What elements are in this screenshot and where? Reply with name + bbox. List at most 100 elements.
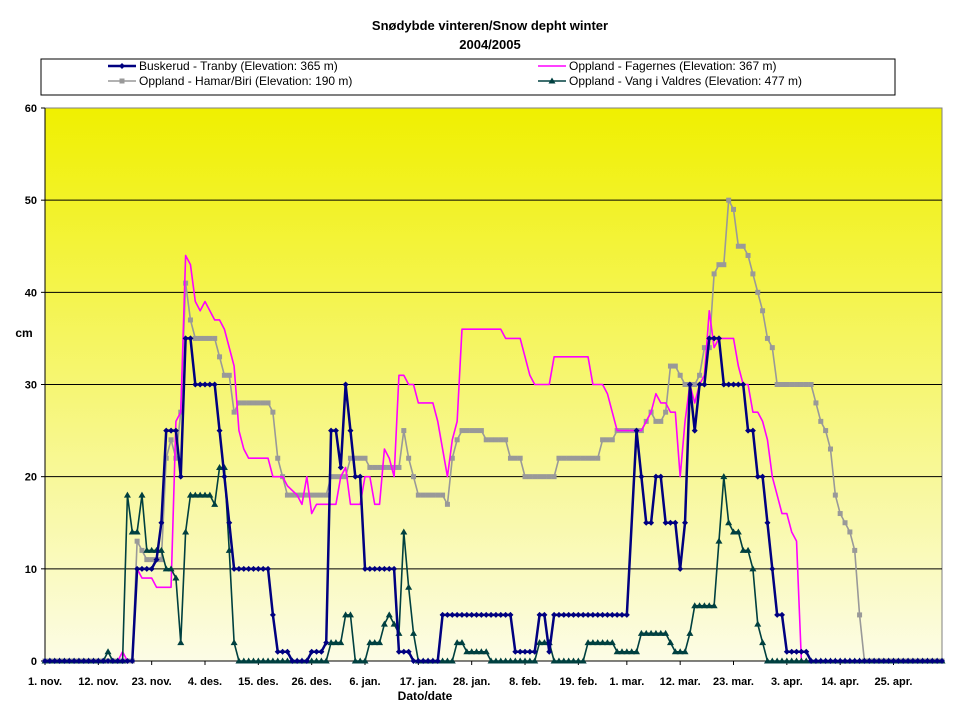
data-point [580, 455, 586, 461]
data-point [415, 658, 422, 664]
data-point [221, 473, 228, 480]
data-point [663, 409, 669, 415]
data-point [187, 335, 194, 342]
data-point [682, 519, 689, 526]
data-point [914, 658, 921, 664]
data-point [347, 427, 354, 434]
data-point [391, 565, 398, 572]
data-point [482, 648, 490, 655]
data-point [551, 474, 557, 480]
x-tick-label: 1. nov. [28, 676, 62, 688]
data-point [410, 658, 417, 664]
data-point [434, 658, 441, 664]
data-point [148, 565, 155, 572]
data-point [114, 658, 121, 664]
data-point [453, 639, 461, 646]
data-point [759, 639, 767, 646]
data-point [449, 455, 455, 461]
data-point [439, 611, 446, 618]
data-point [279, 657, 287, 664]
data-point [614, 611, 621, 618]
data-point [594, 611, 601, 618]
y-tick-label: 60 [25, 103, 37, 115]
data-point [483, 611, 490, 618]
data-point [202, 381, 209, 388]
data-point [813, 400, 819, 406]
y-tick-label: 50 [25, 195, 37, 207]
data-point [163, 455, 169, 461]
data-point [328, 427, 335, 434]
data-point [662, 629, 670, 636]
data-point [100, 658, 107, 664]
data-point [313, 648, 320, 655]
data-point [585, 455, 591, 461]
data-point [274, 657, 282, 664]
data-point [95, 658, 102, 664]
data-point [763, 657, 771, 664]
data-point [575, 455, 581, 461]
data-point [217, 354, 223, 360]
data-point [352, 455, 358, 461]
data-point [548, 77, 556, 84]
data-point [522, 648, 529, 655]
data-point [497, 611, 504, 618]
data-point [250, 565, 257, 572]
data-point [51, 658, 58, 664]
data-point [488, 437, 494, 443]
legend-label: Oppland - Fagernes (Elevation: 367 m) [569, 59, 776, 73]
data-point [333, 474, 339, 480]
data-point [832, 658, 839, 664]
y-axis: 0 10 20 30 40 50 60 [25, 103, 46, 668]
data-point [148, 546, 156, 553]
data-point [527, 474, 533, 480]
data-point [648, 519, 655, 526]
data-point [672, 363, 678, 369]
data-point [537, 474, 543, 480]
data-point [250, 400, 256, 406]
data-point [556, 455, 562, 461]
data-point [396, 464, 402, 470]
data-point [410, 474, 416, 480]
data-point [75, 658, 82, 664]
data-point [425, 492, 431, 498]
data-point [332, 639, 340, 646]
data-point [192, 335, 198, 341]
x-tick-label: 12. mar. [660, 676, 701, 688]
data-point [327, 639, 335, 646]
data-point [269, 657, 277, 664]
data-point [555, 657, 563, 664]
data-point [469, 428, 475, 434]
data-point [435, 492, 441, 498]
data-point [400, 528, 408, 535]
data-point [672, 519, 679, 526]
data-point [692, 382, 698, 387]
data-point [356, 657, 364, 664]
data-point [212, 335, 218, 341]
data-point [269, 611, 276, 618]
data-point [686, 381, 693, 388]
data-point [420, 492, 426, 498]
data-point [478, 611, 485, 618]
data-point [202, 335, 208, 341]
data-point [934, 658, 941, 664]
data-point [740, 381, 747, 388]
data-point [676, 648, 684, 655]
data-point [323, 639, 330, 646]
data-point [323, 492, 329, 498]
x-tick-label: 14. apr. [821, 676, 859, 688]
data-point [264, 657, 272, 664]
data-point [109, 658, 116, 664]
data-point [861, 658, 868, 664]
data-point [254, 657, 262, 664]
x-tick-label: 26. des. [291, 676, 331, 688]
data-point [85, 658, 92, 664]
data-point [570, 657, 578, 664]
data-point [347, 455, 353, 461]
data-point [153, 556, 160, 563]
data-point [362, 455, 368, 461]
x-tick-label: 19. feb. [559, 676, 597, 688]
data-point [343, 474, 349, 480]
data-point [270, 409, 276, 415]
data-point [366, 639, 374, 646]
